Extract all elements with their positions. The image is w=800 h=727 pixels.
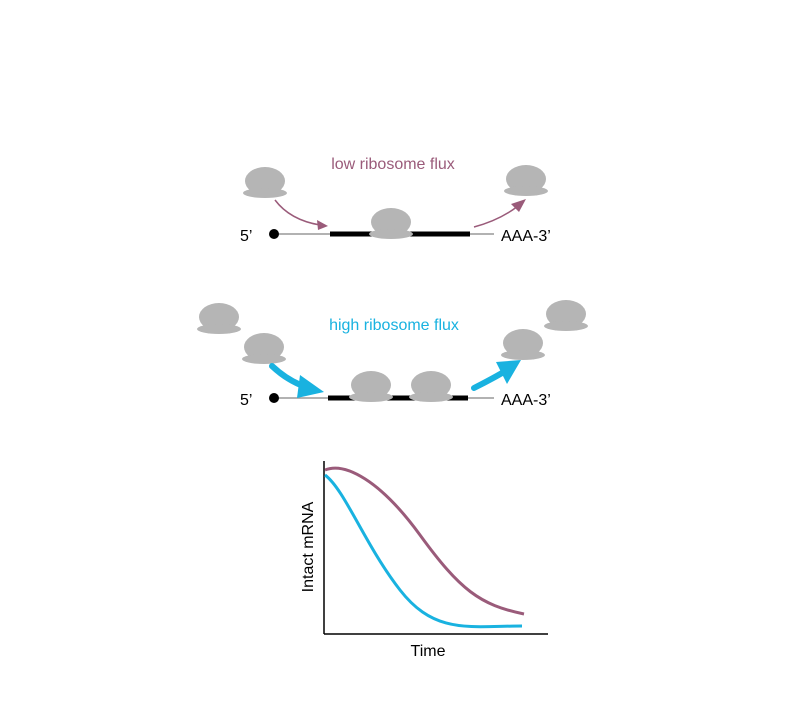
thick-arrow-out-icon (471, 370, 505, 391)
high-flux-title: high ribosome flux (329, 317, 459, 334)
panel-high-flux: high ribosome flux 5’ AAA-3’ (197, 300, 588, 409)
cap-dot-icon (269, 229, 279, 239)
panel-low-flux: low ribosome flux 5’ AAA-3’ (240, 156, 551, 245)
low-flux-title: low ribosome flux (331, 156, 455, 173)
ribosome-icon (197, 303, 241, 334)
five-prime-label: 5’ (240, 228, 252, 245)
series-low-flux-line (324, 466, 525, 616)
ribosome-icon (349, 371, 393, 402)
three-prime-label: AAA-3’ (501, 392, 551, 409)
arrowhead-icon (496, 360, 521, 384)
arrow-out-icon (473, 205, 519, 228)
x-axis-label: Time (411, 643, 446, 660)
arrowhead-icon (317, 220, 328, 230)
y-axis-label: Intact mRNA (300, 501, 317, 592)
ribosome-icon (409, 371, 453, 402)
ribosome-icon (501, 329, 545, 360)
ribosome-icon (369, 208, 413, 239)
ribosome-icon (504, 165, 548, 196)
three-prime-label: AAA-3’ (501, 228, 551, 245)
five-prime-label: 5’ (240, 392, 252, 409)
series-high-flux-line (324, 473, 523, 629)
ribosome-icon (242, 333, 286, 364)
cap-dot-icon (269, 393, 279, 403)
ribosome-icon (243, 167, 287, 198)
decay-plot: Time Intact mRNA (300, 461, 548, 660)
arrowhead-icon (511, 199, 526, 212)
arrow-in-icon (274, 199, 321, 226)
arrowhead-icon (297, 375, 324, 398)
ribosome-icon (544, 300, 588, 331)
